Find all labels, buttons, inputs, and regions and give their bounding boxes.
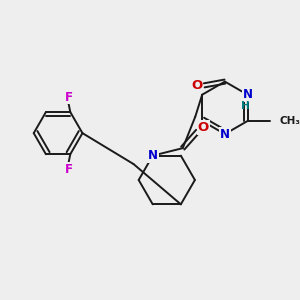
- Text: O: O: [191, 79, 202, 92]
- Text: F: F: [64, 91, 72, 103]
- Text: N: N: [220, 128, 230, 141]
- Text: N: N: [243, 88, 253, 101]
- Text: N: N: [148, 149, 158, 162]
- Text: O: O: [198, 121, 209, 134]
- Text: H: H: [242, 101, 250, 111]
- Text: CH₃: CH₃: [280, 116, 300, 126]
- Text: F: F: [64, 163, 72, 176]
